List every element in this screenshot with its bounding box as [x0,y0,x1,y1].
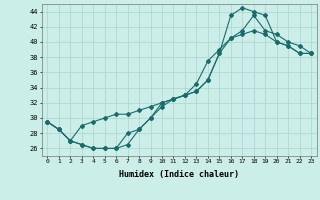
X-axis label: Humidex (Indice chaleur): Humidex (Indice chaleur) [119,170,239,179]
